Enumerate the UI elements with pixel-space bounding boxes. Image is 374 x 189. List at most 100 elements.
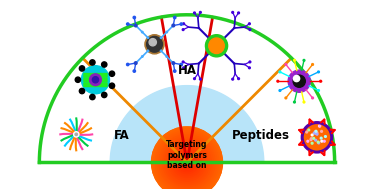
Circle shape xyxy=(277,80,279,82)
Circle shape xyxy=(293,75,305,87)
Circle shape xyxy=(285,64,287,65)
Circle shape xyxy=(209,38,224,53)
Circle shape xyxy=(172,147,202,177)
Circle shape xyxy=(316,133,318,135)
Circle shape xyxy=(126,63,129,66)
Circle shape xyxy=(79,66,85,71)
Polygon shape xyxy=(39,15,335,162)
Circle shape xyxy=(147,37,149,38)
Circle shape xyxy=(174,149,200,175)
Circle shape xyxy=(182,61,184,63)
Circle shape xyxy=(82,66,110,94)
Circle shape xyxy=(92,77,98,83)
Circle shape xyxy=(134,62,137,64)
Circle shape xyxy=(160,37,162,38)
Circle shape xyxy=(303,60,305,61)
Circle shape xyxy=(279,71,281,73)
Circle shape xyxy=(318,71,319,73)
Circle shape xyxy=(205,35,228,57)
Circle shape xyxy=(315,132,316,134)
Circle shape xyxy=(324,140,325,142)
Circle shape xyxy=(310,139,312,141)
Circle shape xyxy=(194,78,195,80)
Circle shape xyxy=(89,74,101,86)
Circle shape xyxy=(75,77,80,82)
Text: HA: HA xyxy=(178,64,196,77)
Polygon shape xyxy=(110,86,264,162)
Circle shape xyxy=(172,62,175,64)
Circle shape xyxy=(325,136,327,137)
Circle shape xyxy=(133,16,135,19)
Circle shape xyxy=(90,60,95,65)
Circle shape xyxy=(238,78,239,80)
Circle shape xyxy=(285,97,287,99)
Circle shape xyxy=(320,80,322,82)
Circle shape xyxy=(313,132,315,134)
Circle shape xyxy=(172,24,175,27)
Circle shape xyxy=(321,140,323,142)
Circle shape xyxy=(181,157,193,168)
Circle shape xyxy=(249,23,250,25)
Circle shape xyxy=(153,129,221,189)
Circle shape xyxy=(174,70,176,72)
Circle shape xyxy=(199,12,201,13)
Circle shape xyxy=(312,97,313,99)
Circle shape xyxy=(174,16,176,19)
Circle shape xyxy=(249,67,250,69)
Circle shape xyxy=(317,141,319,143)
Circle shape xyxy=(79,88,85,94)
Circle shape xyxy=(166,56,168,57)
Circle shape xyxy=(183,23,184,25)
Circle shape xyxy=(160,50,162,52)
Circle shape xyxy=(176,151,198,174)
Circle shape xyxy=(180,63,183,66)
Circle shape xyxy=(90,94,95,100)
Circle shape xyxy=(232,12,234,13)
Circle shape xyxy=(313,137,315,139)
Circle shape xyxy=(318,90,319,91)
Circle shape xyxy=(199,78,201,80)
Circle shape xyxy=(288,70,310,92)
Circle shape xyxy=(180,155,194,170)
Circle shape xyxy=(310,138,312,139)
Circle shape xyxy=(75,133,77,136)
Circle shape xyxy=(302,122,332,152)
Circle shape xyxy=(102,92,107,98)
Circle shape xyxy=(151,127,223,189)
Circle shape xyxy=(312,64,313,65)
Text: FA: FA xyxy=(114,129,130,142)
Circle shape xyxy=(308,129,310,131)
Circle shape xyxy=(163,138,211,187)
Circle shape xyxy=(311,134,313,136)
Circle shape xyxy=(133,70,135,72)
Circle shape xyxy=(134,24,137,27)
FancyBboxPatch shape xyxy=(84,74,107,77)
Circle shape xyxy=(151,127,223,189)
Circle shape xyxy=(320,137,322,139)
Circle shape xyxy=(294,101,295,103)
Circle shape xyxy=(166,31,168,33)
Circle shape xyxy=(183,159,191,166)
Circle shape xyxy=(294,75,300,82)
Text: Targeting
polymers
based on: Targeting polymers based on xyxy=(166,140,208,170)
Circle shape xyxy=(170,146,204,179)
Circle shape xyxy=(155,131,219,189)
Circle shape xyxy=(166,142,208,183)
Circle shape xyxy=(109,71,114,76)
Circle shape xyxy=(159,134,215,189)
Circle shape xyxy=(147,50,149,52)
Circle shape xyxy=(126,23,129,25)
Circle shape xyxy=(306,131,307,133)
Circle shape xyxy=(318,142,320,144)
Circle shape xyxy=(194,12,195,14)
Circle shape xyxy=(109,83,114,88)
Circle shape xyxy=(142,56,143,57)
Circle shape xyxy=(142,31,143,33)
Circle shape xyxy=(182,29,184,30)
Circle shape xyxy=(102,62,107,67)
Circle shape xyxy=(161,136,213,189)
Circle shape xyxy=(321,130,322,132)
Circle shape xyxy=(168,144,206,181)
Circle shape xyxy=(249,61,251,63)
Text: Peptides: Peptides xyxy=(232,129,290,142)
